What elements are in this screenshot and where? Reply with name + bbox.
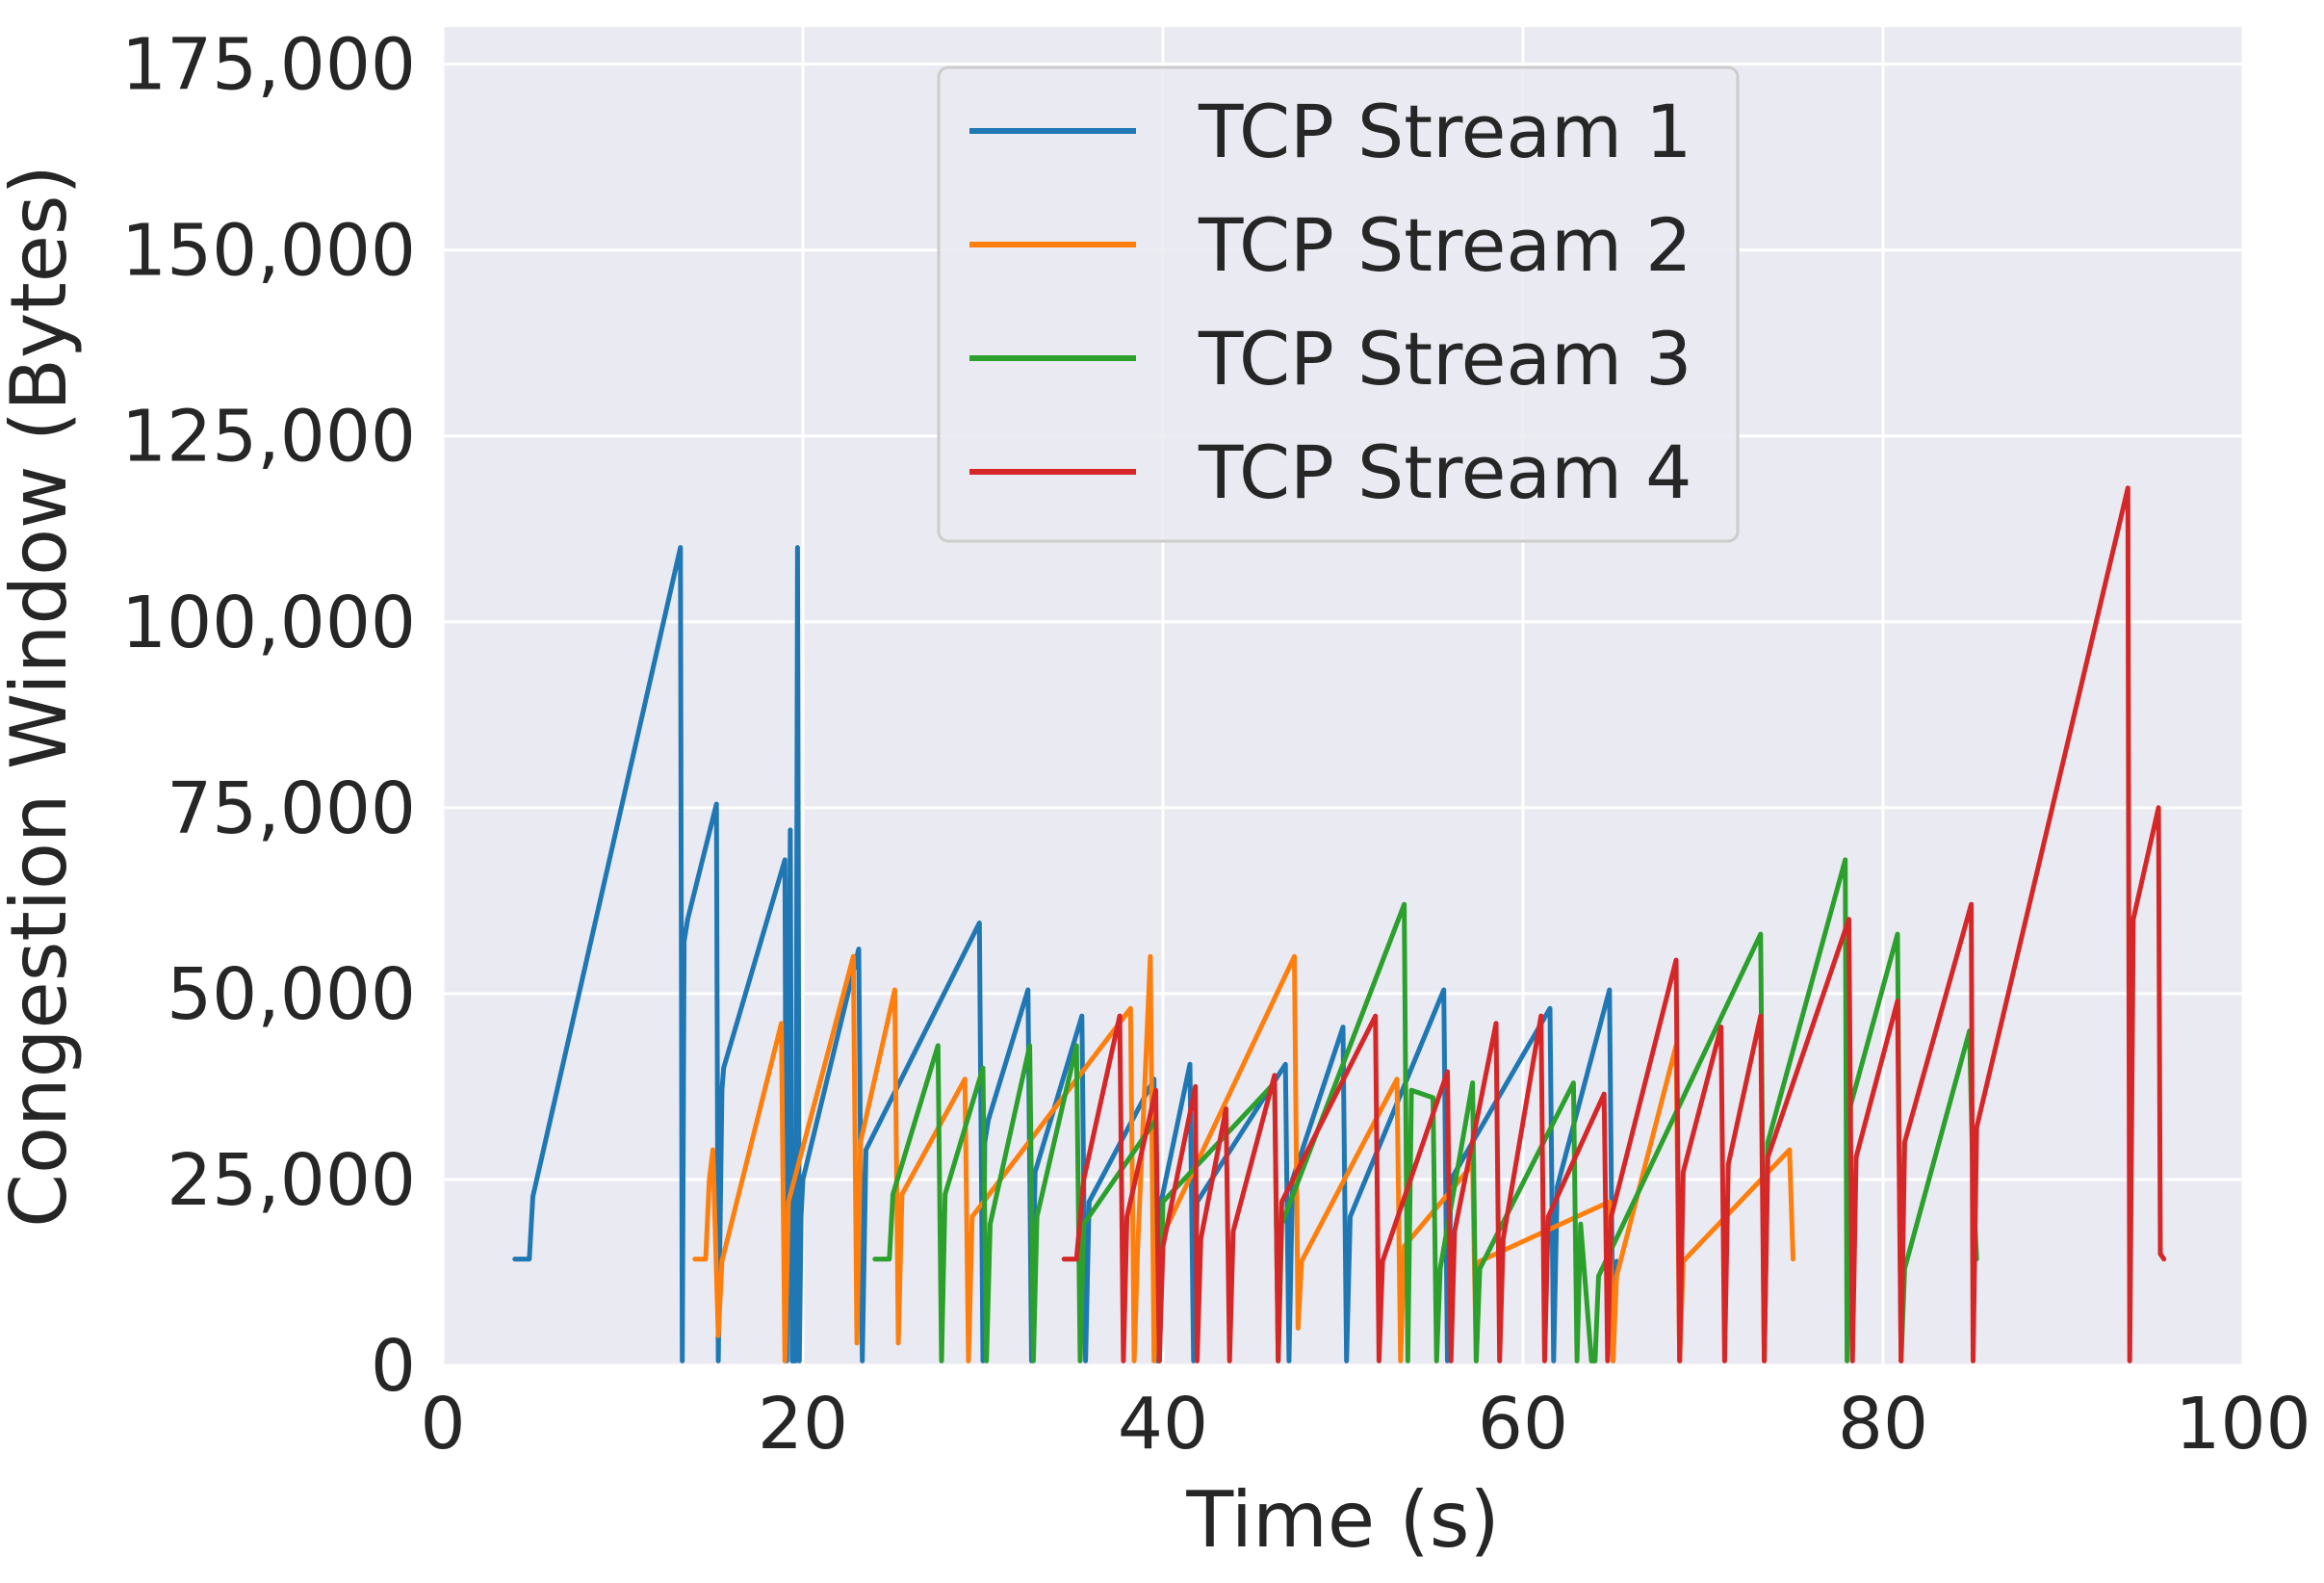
y-tick-label: 50,000 bbox=[167, 953, 416, 1036]
legend-label: TCP Stream 3 bbox=[1198, 316, 1692, 402]
series-group bbox=[512, 485, 2167, 1363]
x-tick-label: 40 bbox=[1118, 1383, 1208, 1466]
series-line-tcp-stream-3 bbox=[872, 857, 1979, 1363]
y-tick-label: 150,000 bbox=[121, 210, 416, 293]
x-tick-label: 60 bbox=[1478, 1383, 1568, 1466]
y-tick-label: 175,000 bbox=[121, 24, 416, 107]
legend-label: TCP Stream 2 bbox=[1198, 202, 1692, 288]
x-tick-label: 80 bbox=[1838, 1383, 1928, 1466]
x-tick-label: 100 bbox=[2175, 1383, 2311, 1466]
y-axis-label: Congestion Window (Bytes) bbox=[0, 165, 84, 1228]
x-tick-label: 20 bbox=[758, 1383, 848, 1466]
y-tick-label: 0 bbox=[371, 1325, 416, 1408]
y-tick-label: 100,000 bbox=[121, 582, 416, 664]
legend-box bbox=[937, 65, 1740, 543]
series-line-tcp-stream-1 bbox=[512, 545, 1619, 1363]
x-tick-label: 0 bbox=[420, 1383, 465, 1466]
y-tick-label: 25,000 bbox=[167, 1139, 416, 1222]
tick-labels: 0 20 40 60 80 100 0 25,000 50,000 75,000 100,000 12… bbox=[121, 24, 2311, 1466]
legend-label: TCP Stream 4 bbox=[1198, 429, 1692, 515]
y-tick-label: 125,000 bbox=[121, 396, 416, 479]
legend-label: TCP Stream 1 bbox=[1198, 89, 1692, 174]
x-axis-label: Time (s) bbox=[1185, 1475, 1499, 1565]
series-line-tcp-stream-4 bbox=[1061, 485, 2167, 1363]
y-tick-label: 75,000 bbox=[167, 767, 416, 850]
legend: TCP Stream 1 TCP Stream 2 TCP Stream 3 TCP … bbox=[937, 65, 1740, 543]
